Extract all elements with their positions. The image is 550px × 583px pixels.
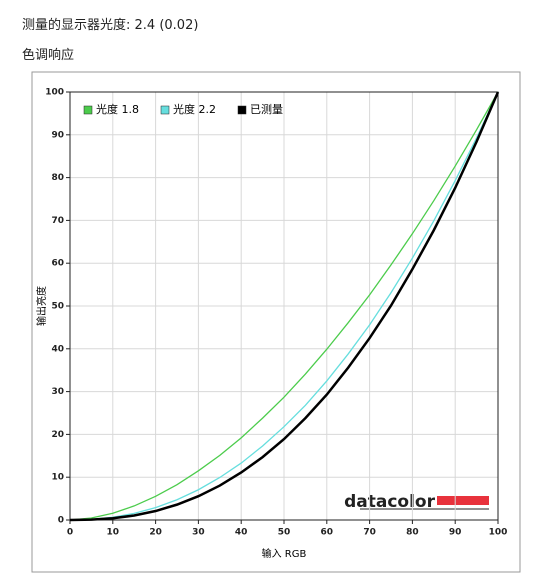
- x-axis-title: 输入 RGB: [262, 547, 307, 560]
- legend-label: 光度 2.2: [173, 102, 216, 116]
- y-tick-label: 90: [51, 130, 64, 140]
- x-tick-label: 30: [192, 528, 205, 538]
- legend-label: 光度 1.8: [96, 102, 139, 116]
- legend-label: 已测量: [250, 103, 283, 116]
- series-line: [69, 91, 499, 521]
- series-line: [69, 91, 500, 522]
- legend-swatch: [83, 105, 93, 115]
- logo-bar: [437, 496, 489, 505]
- y-tick-label: 80: [51, 173, 64, 183]
- x-tick-label: 10: [107, 528, 120, 538]
- legend-swatch: [160, 105, 170, 115]
- x-tick-label: 20: [149, 528, 162, 538]
- x-tick-label: 0: [67, 528, 73, 538]
- x-tick-label: 60: [321, 528, 334, 538]
- x-tick-label: 50: [278, 528, 291, 538]
- x-tick-label: 80: [406, 528, 419, 538]
- y-tick-label: 20: [51, 430, 64, 440]
- x-tick-label: 40: [235, 528, 248, 538]
- y-tick-label: 50: [51, 302, 64, 312]
- legend-swatch: [237, 105, 247, 115]
- section-title: 色调响应: [22, 48, 75, 63]
- x-tick-label: 70: [363, 528, 376, 538]
- y-tick-label: 40: [51, 344, 64, 354]
- y-tick-label: 0: [58, 516, 64, 526]
- x-tick-label: 100: [489, 528, 508, 538]
- chart-frame: [31, 71, 521, 573]
- y-tick-label: 100: [45, 88, 64, 98]
- display-gamma: 测量的显示器光度: 2.4 (0.02): [22, 18, 199, 33]
- y-tick-label: 10: [51, 473, 64, 483]
- y-tick-label: 60: [51, 259, 64, 269]
- x-tick-label: 90: [449, 528, 462, 538]
- series-line: [69, 91, 499, 521]
- y-tick-label: 70: [51, 216, 64, 226]
- y-tick-label: 30: [51, 387, 64, 397]
- plot-border: [69, 91, 499, 521]
- y-axis-title: 输出亮度: [35, 286, 48, 326]
